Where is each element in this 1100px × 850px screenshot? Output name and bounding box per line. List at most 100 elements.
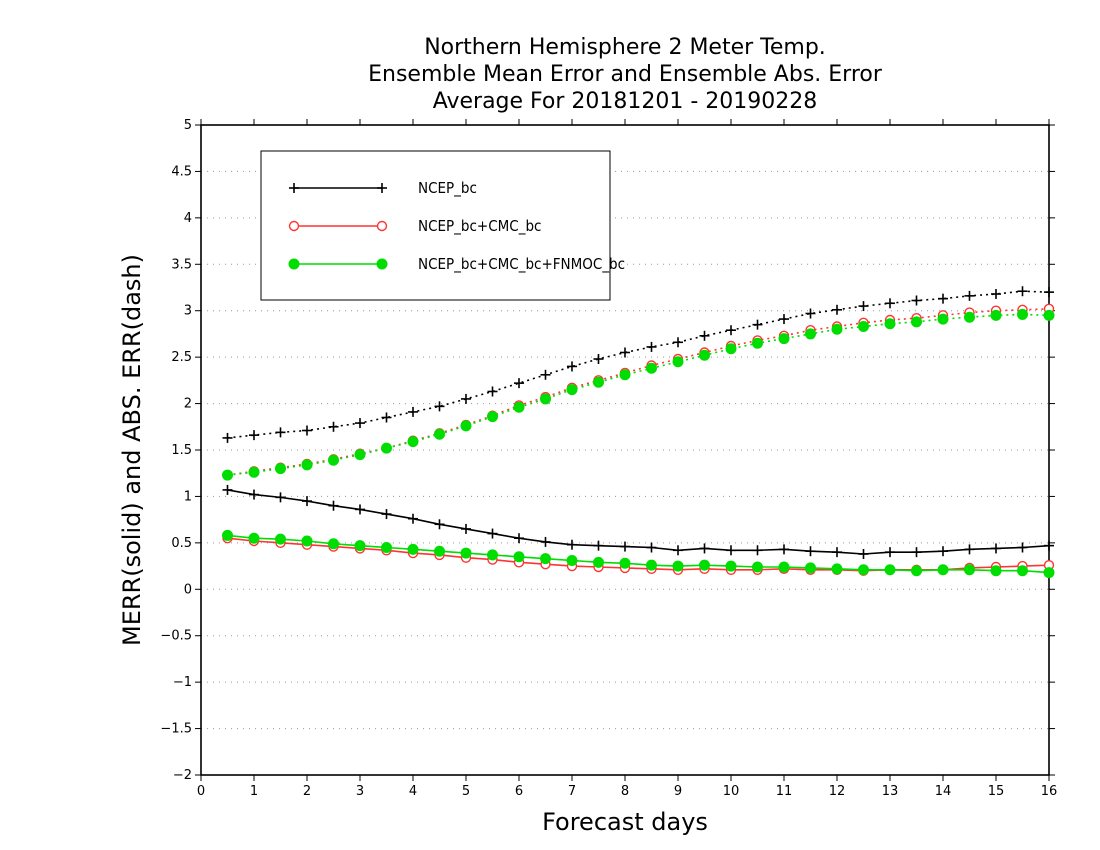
merr-point-ncep-bc-cmc-bc-fnmoc-bc (301, 535, 313, 547)
abs-err-line-ncep-bc-cmc-bc-fnmoc-bc (227, 313, 1050, 476)
y-tick-label: 0.5 (171, 536, 192, 551)
merr-point-ncep-bc (858, 549, 869, 559)
abs-err-point-ncep-bc-cmc-bc-fnmoc-bc (911, 316, 922, 328)
merr-point-ncep-bc-cmc-bc-fnmoc-bc (540, 553, 551, 565)
abs-err-point-ncep-bc-cmc-bc-fnmoc-bc (752, 337, 763, 349)
abs-err-point-ncep-bc-cmc-bc-fnmoc-bc (275, 463, 286, 475)
merr-point-ncep-bc-cmc-bc-fnmoc-bc (884, 564, 896, 576)
abs-err-point-ncep-bc (991, 289, 1001, 299)
abs-err-point-ncep-bc-cmc-bc-fnmoc-bc (301, 459, 313, 471)
legend-marker-ncep-bc (377, 183, 387, 193)
merr-point-ncep-bc-cmc-bc-fnmoc-bc (778, 561, 790, 573)
x-tick-label: 3 (356, 784, 364, 799)
abs-err-point-ncep-bc (726, 325, 736, 336)
merr-point-ncep-bc-cmc-bc-fnmoc-bc (964, 564, 975, 576)
abs-err-point-ncep-bc (514, 378, 524, 389)
merr-point-ncep-bc (540, 536, 551, 547)
merr-point-ncep-bc-cmc-bc-fnmoc-bc (619, 557, 631, 569)
merr-point-ncep-bc-cmc-bc-fnmoc-bc (328, 538, 339, 550)
abs-err-point-ncep-bc-cmc-bc-fnmoc-bc (328, 454, 339, 466)
y-tick-label: 2 (184, 397, 192, 412)
abs-err-point-ncep-bc (620, 347, 630, 358)
merr-point-ncep-bc (991, 543, 1001, 554)
abs-err-point-ncep-bc (1017, 286, 1028, 297)
abs-err-point-ncep-bc (779, 314, 789, 325)
x-tick-label: 16 (1041, 784, 1058, 799)
series (222, 286, 1055, 579)
abs-err-point-ncep-bc (1044, 287, 1054, 298)
legend-label-ncep-bc-cmc-bc-fnmoc-bc: NCEP_bc+CMC_bc+FNMOC_bc (418, 255, 625, 274)
y-tick-label: 1 (184, 489, 192, 504)
merr-point-ncep-bc (646, 542, 657, 553)
merr-point-ncep-bc-cmc-bc-fnmoc-bc (831, 563, 843, 575)
merr-point-ncep-bc (699, 543, 710, 554)
merr-point-ncep-bc (1044, 540, 1054, 551)
merr-point-ncep-bc (911, 547, 922, 558)
abs-err-point-ncep-bc (646, 341, 657, 352)
x-tick-label: 9 (674, 784, 682, 799)
y-tick-label: 4.5 (171, 164, 192, 179)
x-tick-label: 10 (723, 784, 740, 799)
legend-marker-ncep-bc (289, 183, 299, 193)
merr-point-ncep-bc (487, 528, 498, 539)
abs-err-point-ncep-bc-cmc-bc-fnmoc-bc (672, 356, 684, 368)
merr-point-ncep-bc (726, 545, 736, 556)
abs-err-point-ncep-bc-cmc-bc-fnmoc-bc (964, 311, 975, 323)
merr-point-ncep-bc (514, 533, 524, 544)
merr-point-ncep-bc (408, 513, 418, 524)
chart-title-line-1: Northern Hemisphere 2 Meter Temp. (424, 35, 826, 60)
abs-err-point-ncep-bc (328, 421, 339, 432)
merr-point-ncep-bc-cmc-bc-fnmoc-bc (354, 540, 366, 552)
abs-err-point-ncep-bc-cmc-bc-fnmoc-bc (990, 309, 1002, 321)
y-tick-label: −2 (173, 768, 192, 783)
abs-err-point-ncep-bc-cmc-bc-fnmoc-bc (540, 393, 551, 405)
merr-point-ncep-bc (275, 492, 286, 503)
abs-err-point-ncep-bc-cmc-bc-fnmoc-bc (884, 318, 896, 330)
abs-err-point-ncep-bc-cmc-bc-fnmoc-bc (407, 436, 419, 448)
abs-err-point-ncep-bc-cmc-bc-fnmoc-bc (354, 449, 366, 461)
x-tick-label: 0 (197, 784, 205, 799)
legend-marker-ncep-bc-cmc-bc-fnmoc-bc (376, 258, 388, 270)
y-tick-label: 3.5 (171, 257, 192, 272)
abs-err-point-ncep-bc-cmc-bc-fnmoc-bc (937, 313, 949, 325)
abs-err-point-ncep-bc (752, 319, 763, 330)
abs-err-point-ncep-bc-cmc-bc-fnmoc-bc (619, 369, 631, 381)
abs-err-line-ncep-bc (227, 290, 1050, 439)
merr-point-ncep-bc-cmc-bc-fnmoc-bc (275, 533, 286, 545)
y-tick-label: 1.5 (171, 443, 192, 458)
merr-point-ncep-bc-cmc-bc-fnmoc-bc (1043, 567, 1055, 579)
merr-point-ncep-bc (885, 547, 895, 558)
merr-point-ncep-bc-cmc-bc-fnmoc-bc (672, 560, 684, 572)
merr-point-ncep-bc (779, 544, 789, 555)
merr-point-ncep-bc-cmc-bc-fnmoc-bc (805, 562, 816, 574)
merr-point-ncep-bc-cmc-bc-fnmoc-bc (699, 559, 710, 571)
merr-point-ncep-bc-cmc-bc-fnmoc-bc (460, 547, 472, 559)
abs-err-point-ncep-bc (408, 406, 418, 417)
x-tick-label: 5 (462, 784, 470, 799)
merr-point-ncep-bc-cmc-bc-fnmoc-bc (222, 529, 233, 541)
axes: −2−1.5−1−0.500.511.522.533.544.550 1 2 3 4 5 6… (160, 118, 1057, 799)
abs-err-point-ncep-bc (381, 412, 392, 423)
merr-point-ncep-bc-cmc-bc-fnmoc-bc (646, 559, 657, 571)
merr-point-ncep-bc (673, 545, 683, 556)
merr-point-ncep-bc-cmc-bc-fnmoc-bc (513, 551, 525, 563)
abs-err-point-ncep-bc-cmc-bc-fnmoc-bc (858, 321, 869, 332)
merr-point-ncep-bc (567, 539, 577, 550)
merr-point-ncep-bc-cmc-bc-fnmoc-bc (487, 549, 498, 561)
merr-point-ncep-bc-cmc-bc-fnmoc-bc (937, 564, 949, 576)
abs-err-point-ncep-bc-cmc-bc-fnmoc-bc (487, 411, 498, 423)
x-tick-label: 14 (935, 784, 952, 799)
merr-point-ncep-bc (434, 519, 445, 530)
merr-point-ncep-bc (249, 489, 259, 500)
x-tick-label: 12 (829, 784, 846, 799)
x-tick-label: 2 (303, 784, 311, 799)
legend-label-ncep-bc-cmc-bc: NCEP_bc+CMC_bc (418, 217, 541, 236)
merr-point-ncep-bc (302, 496, 312, 507)
x-tick-label: 11 (776, 784, 793, 799)
abs-err-point-ncep-bc-cmc-bc-fnmoc-bc (566, 384, 578, 396)
y-tick-label: 3 (184, 304, 192, 319)
merr-point-ncep-bc (938, 546, 948, 557)
merr-point-ncep-bc (620, 541, 630, 552)
legend-marker-ncep-bc-cmc-bc (376, 220, 388, 232)
merr-point-ncep-bc-cmc-bc-fnmoc-bc (752, 561, 763, 573)
